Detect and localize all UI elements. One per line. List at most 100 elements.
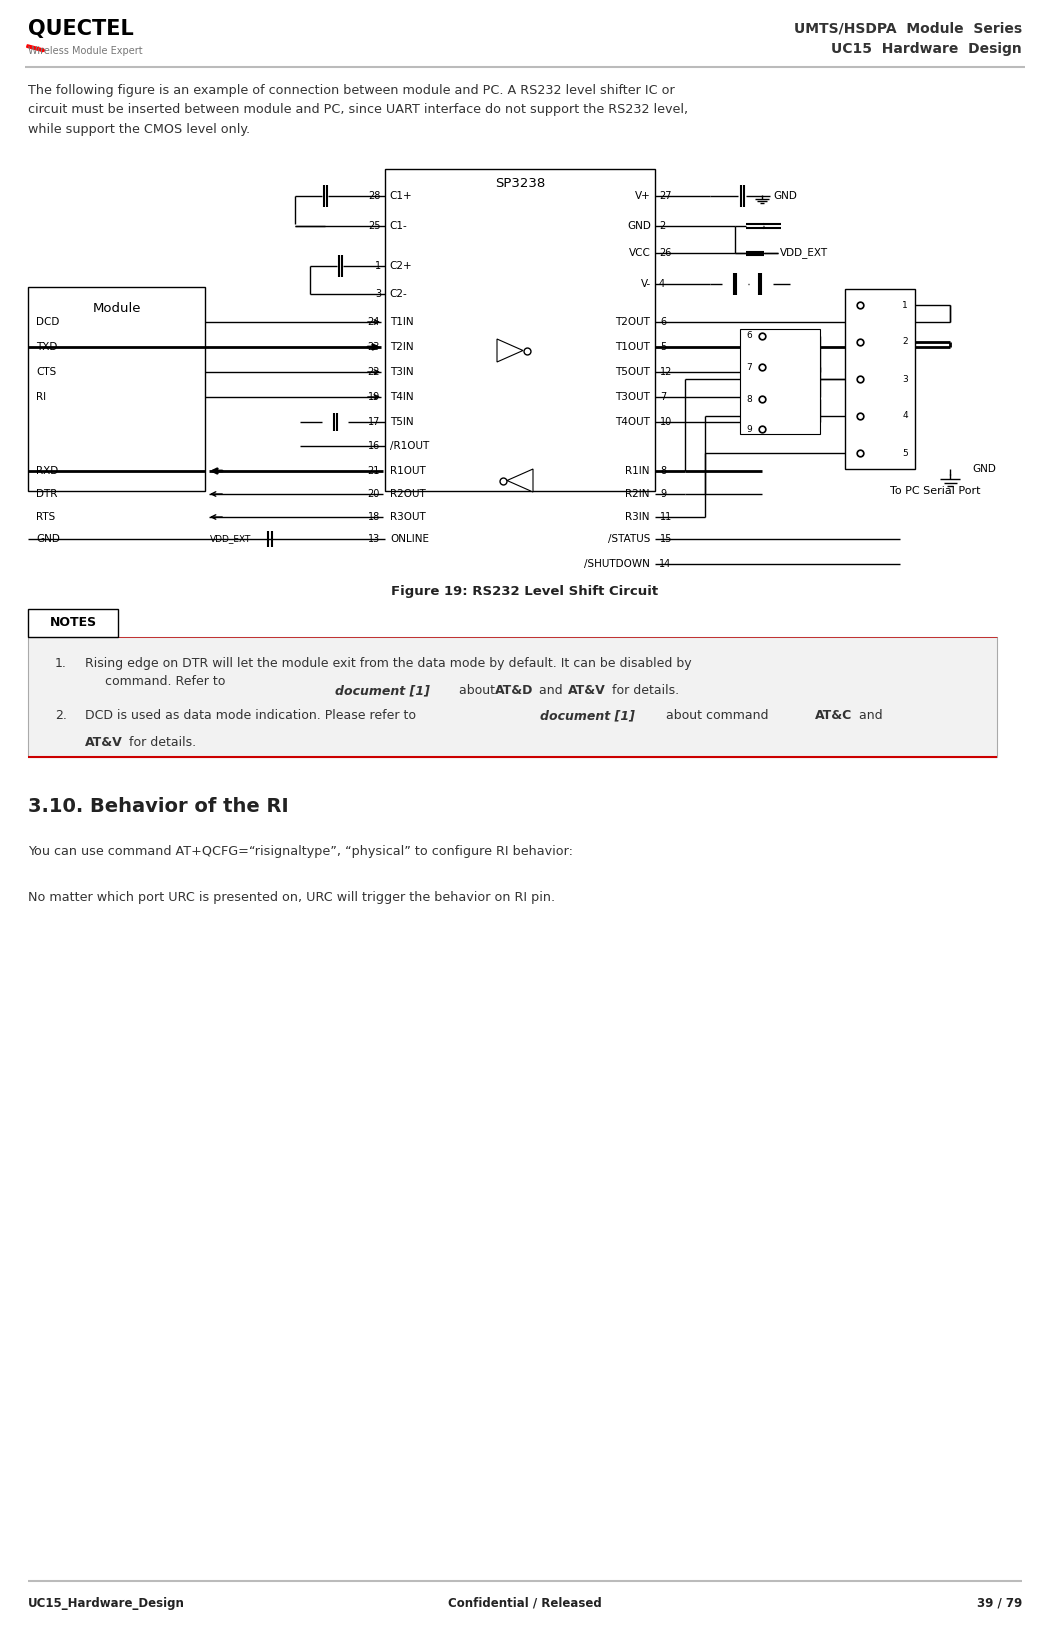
Polygon shape [507, 469, 533, 492]
Text: Confidential / Released: Confidential / Released [448, 1596, 602, 1609]
Text: 2.: 2. [55, 710, 67, 723]
Text: AT&D: AT&D [495, 683, 533, 697]
Text: and: and [855, 710, 883, 723]
Text: 17: 17 [368, 416, 380, 428]
Text: 12: 12 [660, 367, 672, 377]
Text: 19: 19 [368, 392, 380, 402]
Text: about: about [455, 683, 499, 697]
Text: T5OUT: T5OUT [615, 367, 650, 377]
Text: 2: 2 [659, 221, 666, 231]
Text: T3OUT: T3OUT [615, 392, 650, 402]
Text: You can use command AT+QCFG=“risignaltype”, “physical” to configure RI behavior:: You can use command AT+QCFG=“risignaltyp… [28, 844, 573, 857]
Text: /R1OUT: /R1OUT [390, 441, 429, 451]
Text: /SHUTDOWN: /SHUTDOWN [584, 559, 650, 569]
FancyArrow shape [26, 44, 45, 52]
Text: 2: 2 [902, 338, 908, 346]
Text: Rising edge on DTR will let the module exit from the data mode by default. It ca: Rising edge on DTR will let the module e… [85, 657, 692, 688]
Text: 23: 23 [368, 343, 380, 352]
Text: 25: 25 [369, 221, 381, 231]
Text: 15: 15 [660, 534, 672, 544]
Text: 6: 6 [660, 316, 666, 328]
Bar [385, 169, 655, 492]
Text: VDD_EXT: VDD_EXT [210, 534, 251, 544]
Text: Figure 19: RS232 Level Shift Circuit: Figure 19: RS232 Level Shift Circuit [392, 585, 658, 598]
Text: 3.10. Behavior of the RI: 3.10. Behavior of the RI [28, 798, 289, 816]
Text: ONLINE: ONLINE [390, 534, 429, 544]
Text: T5IN: T5IN [390, 416, 414, 428]
Text: VCC: VCC [629, 247, 651, 257]
Text: 14: 14 [659, 559, 671, 569]
Text: DCD: DCD [36, 316, 60, 328]
Polygon shape [497, 339, 523, 362]
Text: Wireless Module Expert: Wireless Module Expert [28, 46, 143, 56]
Text: 7: 7 [660, 392, 667, 402]
Text: SP3238: SP3238 [495, 177, 545, 190]
Text: 7: 7 [746, 362, 752, 372]
Text: 4: 4 [902, 411, 908, 421]
Text: RXD: RXD [36, 465, 58, 475]
Text: R1OUT: R1OUT [390, 465, 425, 475]
Text: GND: GND [773, 192, 797, 202]
Text: 11: 11 [660, 511, 672, 521]
Text: AT&V: AT&V [85, 736, 123, 749]
Bar [28, 638, 998, 757]
Bar [845, 288, 915, 469]
Text: GND: GND [627, 221, 651, 231]
Text: 5: 5 [660, 343, 667, 352]
Text: CTS: CTS [36, 367, 57, 377]
Text: 1: 1 [375, 261, 381, 270]
Text: 26: 26 [659, 247, 671, 257]
Text: 8: 8 [746, 395, 752, 403]
Text: UC15  Hardware  Design: UC15 Hardware Design [832, 43, 1022, 56]
Text: RI: RI [36, 392, 46, 402]
Text: 13: 13 [368, 534, 380, 544]
Text: 27: 27 [659, 192, 672, 202]
Text: VDD_EXT: VDD_EXT [780, 247, 828, 259]
Text: R3IN: R3IN [626, 511, 650, 521]
Text: 6: 6 [746, 331, 752, 341]
Text: UC15_Hardware_Design: UC15_Hardware_Design [28, 1596, 185, 1609]
Bar [28, 287, 205, 492]
Text: /STATUS: /STATUS [608, 534, 650, 544]
Text: 9: 9 [660, 488, 666, 498]
Text: T4OUT: T4OUT [615, 416, 650, 428]
Text: R2IN: R2IN [626, 488, 650, 498]
Text: for details.: for details. [125, 736, 196, 749]
Text: 18: 18 [368, 511, 380, 521]
Text: for details.: for details. [608, 683, 679, 697]
Text: To PC Serial Port: To PC Serial Port [889, 487, 981, 497]
Text: 21: 21 [368, 465, 380, 475]
Text: T1IN: T1IN [390, 316, 414, 328]
Text: document [1]: document [1] [335, 683, 429, 697]
Text: T2OUT: T2OUT [615, 316, 650, 328]
Text: 10: 10 [660, 416, 672, 428]
Text: 24: 24 [368, 316, 380, 328]
Text: QUECTEL: QUECTEL [28, 20, 133, 39]
Text: V+: V+ [635, 192, 651, 202]
Text: GND: GND [972, 464, 995, 474]
Text: C2+: C2+ [388, 261, 412, 270]
Bar [740, 329, 820, 434]
Text: UMTS/HSDPA  Module  Series: UMTS/HSDPA Module Series [794, 21, 1022, 36]
Text: 9: 9 [746, 425, 752, 433]
Text: and: and [536, 683, 567, 697]
Text: T2IN: T2IN [390, 343, 414, 352]
Text: R2OUT: R2OUT [390, 488, 425, 498]
Text: 3: 3 [375, 288, 381, 298]
Text: about command: about command [662, 710, 773, 723]
Text: No matter which port URC is presented on, URC will trigger the behavior on RI pi: No matter which port URC is presented on… [28, 890, 555, 903]
Text: DCD is used as data mode indication. Please refer to: DCD is used as data mode indication. Ple… [85, 710, 420, 723]
Text: 39 / 79: 39 / 79 [976, 1596, 1022, 1609]
Text: 8: 8 [660, 465, 666, 475]
Text: AT&C: AT&C [815, 710, 853, 723]
Text: NOTES: NOTES [49, 616, 97, 629]
Text: R3OUT: R3OUT [390, 511, 425, 521]
Text: 28: 28 [369, 192, 381, 202]
Text: T3IN: T3IN [390, 367, 414, 377]
Text: document [1]: document [1] [540, 710, 635, 723]
Text: T4IN: T4IN [390, 392, 414, 402]
Text: GND: GND [36, 534, 60, 544]
Text: 4: 4 [659, 279, 665, 288]
Text: 1.: 1. [55, 657, 67, 670]
Text: R1IN: R1IN [626, 465, 650, 475]
